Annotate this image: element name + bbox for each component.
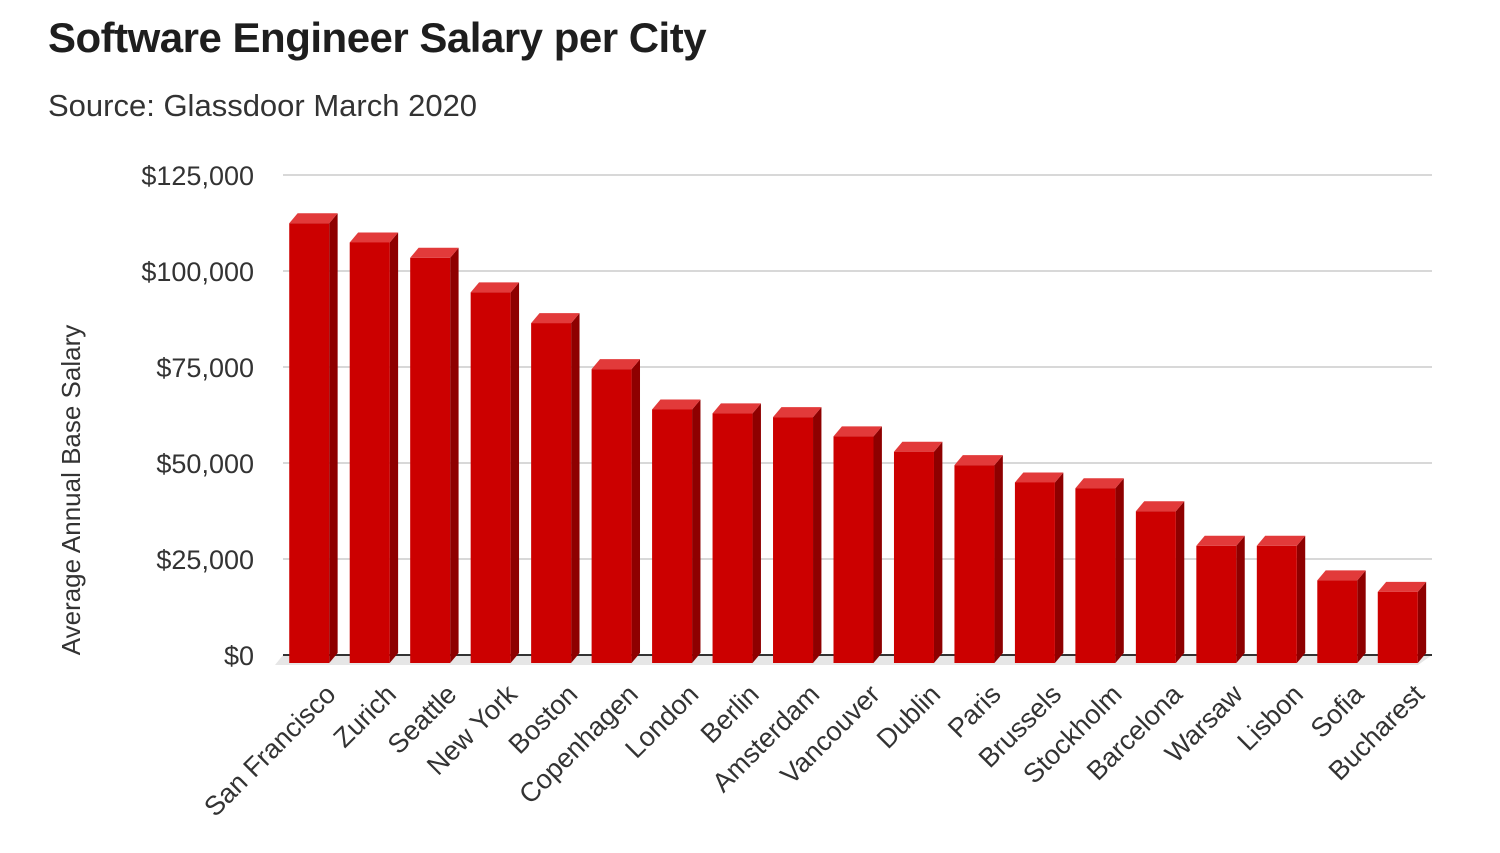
bar-top-face [591,359,641,370]
y-tick-label: $0 [224,641,254,671]
x-tick-label: Dublin [871,679,946,754]
bar-front-face [1135,511,1176,663]
bar-top-face [1075,478,1124,489]
y-axis-label: Average Annual Base Salary [56,325,86,656]
bar-side-face [1175,501,1185,663]
bar-side-face [1296,535,1306,663]
bar-front-face [712,413,753,663]
bar-side-face [994,455,1003,663]
bar [591,359,641,663]
bar-top-face [652,399,701,410]
bar [410,247,459,664]
bar-front-face [1014,482,1055,663]
bar-front-face [893,451,934,663]
bar-front-face [652,409,693,663]
bar-front-face [1377,591,1418,663]
bar-side-face [571,313,580,663]
bar-side-face [813,407,822,663]
bar [893,441,943,663]
bar-front-face [773,417,814,663]
bar [531,313,580,663]
bar [1377,581,1427,663]
bar-front-face [289,223,330,664]
bar-top-face [289,213,338,224]
x-tick-label: Lisbon [1232,679,1309,756]
bar-front-face [410,257,451,663]
bar-side-face [1357,570,1366,663]
y-tick-label: $50,000 [156,449,254,479]
bar-top-face [1317,570,1366,581]
bar-front-face [1317,580,1358,663]
bar [1014,472,1064,663]
bar-front-face [833,436,874,663]
bar-front-face [1075,488,1116,663]
bar-top-face [893,441,943,452]
bar-side-face [1054,472,1064,663]
bar-side-face [1417,581,1427,663]
bar-side-face [1236,535,1245,663]
bar [289,213,338,664]
y-axis-ticks: $0 $25,000 $50,000 $75,000 $100,000 $125,000 [141,161,254,671]
bar-front-face [591,369,632,663]
bar-front-face [954,465,995,663]
bar [349,232,399,663]
bar-top-face [410,247,459,258]
bar-side-face [933,441,943,663]
chart-subtitle: Source: Glassdoor March 2020 [48,88,478,123]
y-tick-label: $100,000 [141,257,254,287]
bar-side-face [389,232,399,663]
bar-front-face [1256,545,1297,663]
bar-top-face [349,232,399,243]
bar-top-face [1377,581,1427,592]
y-tick-label: $125,000 [141,161,254,191]
bar-front-face [1196,545,1237,663]
bar-front-face [470,292,511,663]
bar [1317,570,1366,663]
bar [470,282,520,663]
bar-top-face [1196,535,1245,546]
bar [1135,501,1185,663]
bar-top-face [954,455,1003,466]
x-tick-label: San Francisco [198,679,341,822]
bar-top-face [712,403,761,414]
bar [833,426,882,663]
bar-side-face [752,403,761,663]
bar-side-face [510,282,520,663]
bar-top-face [773,407,822,418]
bar-top-face [470,282,520,293]
bar-side-face [692,399,701,663]
bar-side-face [1115,478,1124,663]
bar-side-face [450,247,459,664]
bar-side-face [631,359,641,663]
chart-title: Software Engineer Salary per City [48,14,707,61]
bar [652,399,701,663]
bar-front-face [349,242,390,663]
bar [954,455,1003,663]
bar-top-face [1256,535,1306,546]
y-tick-label: $75,000 [156,353,254,383]
bar [1256,535,1306,663]
bar [1196,535,1245,663]
bar-top-face [1135,501,1185,512]
bar [773,407,822,663]
bar-side-face [873,426,882,663]
bar-top-face [1014,472,1064,483]
bar-top-face [531,313,580,324]
bar-top-face [833,426,882,437]
bar [712,403,761,663]
bar-side-face [329,213,338,664]
y-tick-label: $25,000 [156,545,254,575]
bars [289,213,1427,664]
bar [1075,478,1124,663]
bar-front-face [531,323,572,663]
